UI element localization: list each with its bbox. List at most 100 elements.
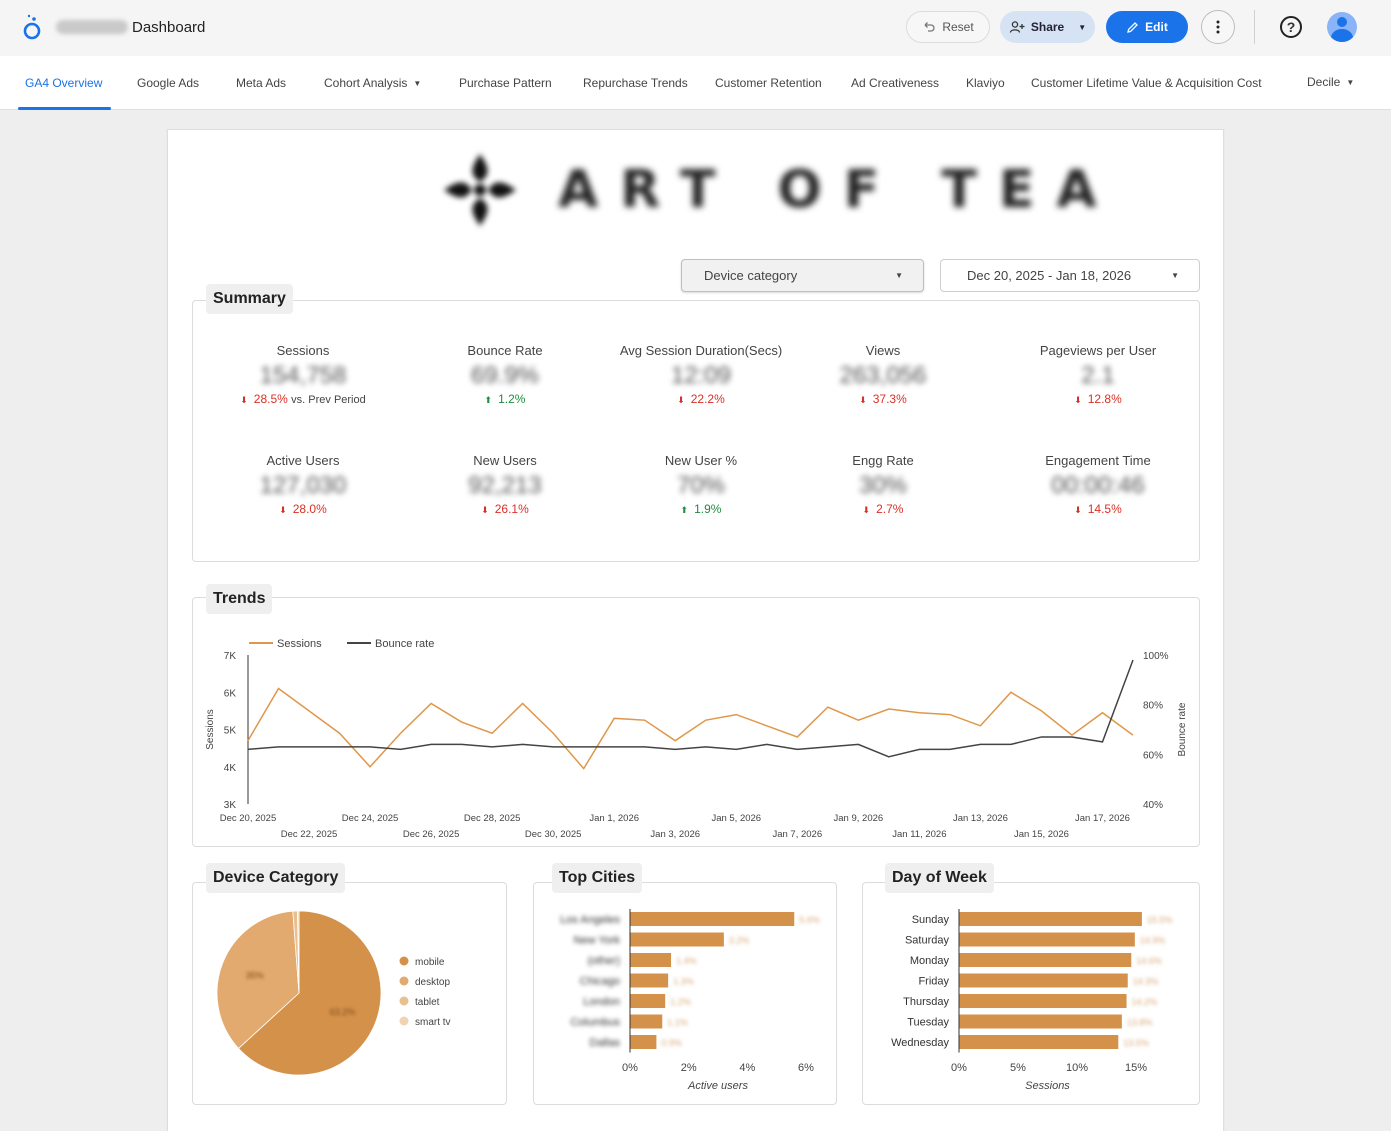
bar-value-label: 3.2% <box>729 936 750 946</box>
tab-repurchase-trends[interactable]: Repurchase Trends <box>583 76 688 90</box>
bar-value-label: 13.8% <box>1127 1018 1153 1028</box>
workspace-name-redacted <box>56 20 128 34</box>
bar-value-label: 14.3% <box>1133 977 1159 987</box>
legend-label: tablet <box>415 997 440 1008</box>
y-axis-label: Sessions <box>205 709 216 750</box>
metric-label: New Users <box>473 453 537 468</box>
bar-value-label: 13.5% <box>1123 1038 1149 1048</box>
metric-value: 127,030 <box>259 472 347 499</box>
tab-meta-ads[interactable]: Meta Ads <box>236 76 287 90</box>
app-title: Dashboard <box>132 19 206 36</box>
tab-purchase-pattern[interactable]: Purchase Pattern <box>459 76 552 90</box>
pie-slice-smart-tv <box>297 910 300 994</box>
trends-chart[interactable]: 3K 4K 5K 6K 7K 40% 60% 80% 100% Sessions Bounce ra… <box>193 598 1201 848</box>
date-range-picker[interactable]: Dec 20, 2025 - Jan 18, 2026 ▼ <box>940 259 1200 292</box>
y-tick-label: 7K <box>224 651 237 662</box>
tab-klaviyo[interactable]: Klaviyo <box>966 76 1005 90</box>
arrow-down-icon: ⬇ <box>859 395 867 405</box>
metric-change-value: 28.0% <box>292 502 327 516</box>
legend-dot <box>399 976 409 986</box>
reset-button[interactable]: Reset <box>906 11 990 43</box>
x-tick-label: Jan 5, 2026 <box>711 813 761 824</box>
x-tick-label: 15% <box>1125 1062 1147 1074</box>
device-category-chart[interactable]: 63.2% 35% mobile desktop tablet smart tv <box>193 883 508 1106</box>
metric-card: New User % 70% ⬆ 1.9% <box>611 453 791 516</box>
tab-decile-label: Decile <box>1307 75 1341 89</box>
help-icon[interactable]: ? <box>1280 16 1302 38</box>
bar-value-label: 5.6% <box>799 915 820 925</box>
share-button[interactable]: Share ▼ <box>1000 11 1095 43</box>
pie-slice-label: 35% <box>246 970 264 980</box>
metric-label: Engagement Time <box>1045 453 1151 468</box>
reset-label: Reset <box>942 20 974 34</box>
legend-label: mobile <box>415 957 445 968</box>
bar-category-label: Wednesday <box>891 1037 949 1049</box>
metric-change: ⬇ 28.0% <box>213 502 393 516</box>
series-line-bounce-rate <box>247 659 1134 758</box>
tab-ad-creativeness[interactable]: Ad Creativeness <box>851 76 940 90</box>
bar-category-label: London <box>583 996 620 1008</box>
bar-value-label: 1.2% <box>670 997 691 1007</box>
metric-value: 263,056 <box>839 362 927 389</box>
tab-ga4-overview[interactable]: GA4 Overview <box>25 76 103 90</box>
metric-label: Avg Session Duration(Secs) <box>619 343 783 358</box>
x-tick-label: Dec 26, 2025 <box>403 829 460 840</box>
app-logo-icon[interactable] <box>20 12 44 42</box>
tab-google-ads[interactable]: Google Ads <box>137 76 200 90</box>
x-tick-label: Jan 15, 2026 <box>1014 829 1069 840</box>
x-axis-label: Sessions <box>1025 1080 1070 1092</box>
edit-button[interactable]: Edit <box>1106 11 1188 43</box>
top-bar: Dashboard Reset Share ▼ Edit ? <box>0 0 1391 56</box>
bar-category-label: New York <box>574 935 621 947</box>
x-tick-label: Dec 22, 2025 <box>281 829 338 840</box>
bar-value-label: 14.2% <box>1132 997 1158 1007</box>
tab-decile[interactable]: Decile ▼ <box>1307 75 1354 89</box>
summary-title: Summary <box>206 284 293 314</box>
x-tick-label: Dec 20, 2025 <box>220 813 277 824</box>
device-category-filter[interactable]: Device category ▼ <box>681 259 924 292</box>
x-tick-label: Jan 9, 2026 <box>834 813 884 824</box>
tab-cohort-analysis-label: Cohort Analysis <box>324 76 408 90</box>
day-of-week-chart[interactable]: Sunday 15.5% Saturday 14.9% Monday 14.6% Frida… <box>863 883 1201 1106</box>
brand-logo-icon <box>444 154 516 226</box>
bar-category-label: Saturday <box>905 935 950 947</box>
metric-change-value: 14.5% <box>1087 502 1122 516</box>
metric-change-value: 1.2% <box>498 392 526 406</box>
tab-cohort-analysis[interactable]: Cohort Analysis ▼ <box>324 76 421 90</box>
more-options-button[interactable] <box>1201 10 1235 44</box>
toolbar-divider <box>1254 10 1255 44</box>
arrow-down-icon: ⬇ <box>481 505 489 515</box>
avatar[interactable] <box>1327 12 1357 42</box>
dropdown-arrow-icon: ▼ <box>895 271 903 280</box>
metric-change: ⬇ 22.2% <box>611 392 791 406</box>
tab-customer-lifetime-value[interactable]: Customer Lifetime Value & Acquisition Co… <box>1031 76 1262 90</box>
metric-card: Active Users 127,030 ⬇ 28.0% <box>213 453 393 516</box>
arrow-up-icon: ⬆ <box>680 505 689 515</box>
tab-customer-retention[interactable]: Customer Retention <box>715 76 822 90</box>
bar-category-label: Los Angeles <box>560 914 620 926</box>
metric-change-value: 26.1% <box>494 502 529 516</box>
arrow-down-icon: ⬇ <box>279 505 287 515</box>
metric-change: ⬆ 1.9% <box>611 502 791 516</box>
x-tick-label: Jan 11, 2026 <box>892 829 946 840</box>
metric-change: ⬇ 26.1% <box>415 502 595 516</box>
metric-change-suffix: vs. Prev Period <box>291 394 366 406</box>
metric-label: New User % <box>664 453 738 468</box>
bar-category-label: Dallas <box>589 1037 620 1049</box>
y2-axis-label: Bounce rate <box>1177 702 1188 756</box>
x-tick-label: Jan 3, 2026 <box>650 829 700 840</box>
edit-label: Edit <box>1145 20 1168 34</box>
bar <box>630 994 666 1008</box>
bar-category-label: Thursday <box>903 996 949 1008</box>
chevron-down-icon[interactable]: ▼ <box>1078 22 1087 32</box>
trends-panel: 3K 4K 5K 6K 7K 40% 60% 80% 100% Sessions Bounce ra… <box>192 597 1200 847</box>
metric-card: Views 263,056 ⬇ 37.3% <box>793 343 973 406</box>
legend-dot <box>399 1016 409 1026</box>
y-tick-label: 3K <box>224 800 237 811</box>
metric-change: ⬇ 2.7% <box>793 502 973 516</box>
metric-value: 154,758 <box>259 362 347 389</box>
arrow-down-icon: ⬇ <box>1074 505 1082 515</box>
bar <box>630 953 672 967</box>
top-cities-chart[interactable]: Los Angeles 5.6% New York 3.2% (other) 1.4% Ch… <box>534 883 838 1106</box>
legend-label: smart tv <box>415 1017 451 1028</box>
